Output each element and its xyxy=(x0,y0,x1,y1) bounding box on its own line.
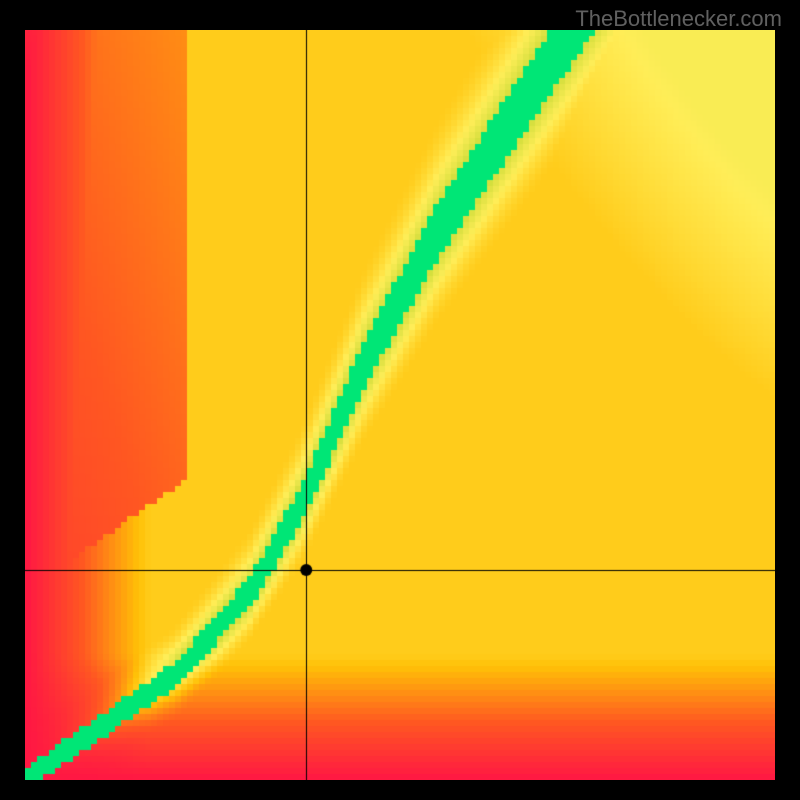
watermark-text: TheBottlenecker.com xyxy=(575,6,782,32)
bottleneck-heatmap xyxy=(25,30,775,780)
